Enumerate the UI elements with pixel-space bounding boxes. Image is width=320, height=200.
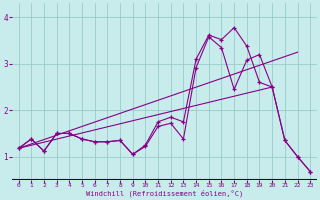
X-axis label: Windchill (Refroidissement éolien,°C): Windchill (Refroidissement éolien,°C): [86, 189, 243, 197]
